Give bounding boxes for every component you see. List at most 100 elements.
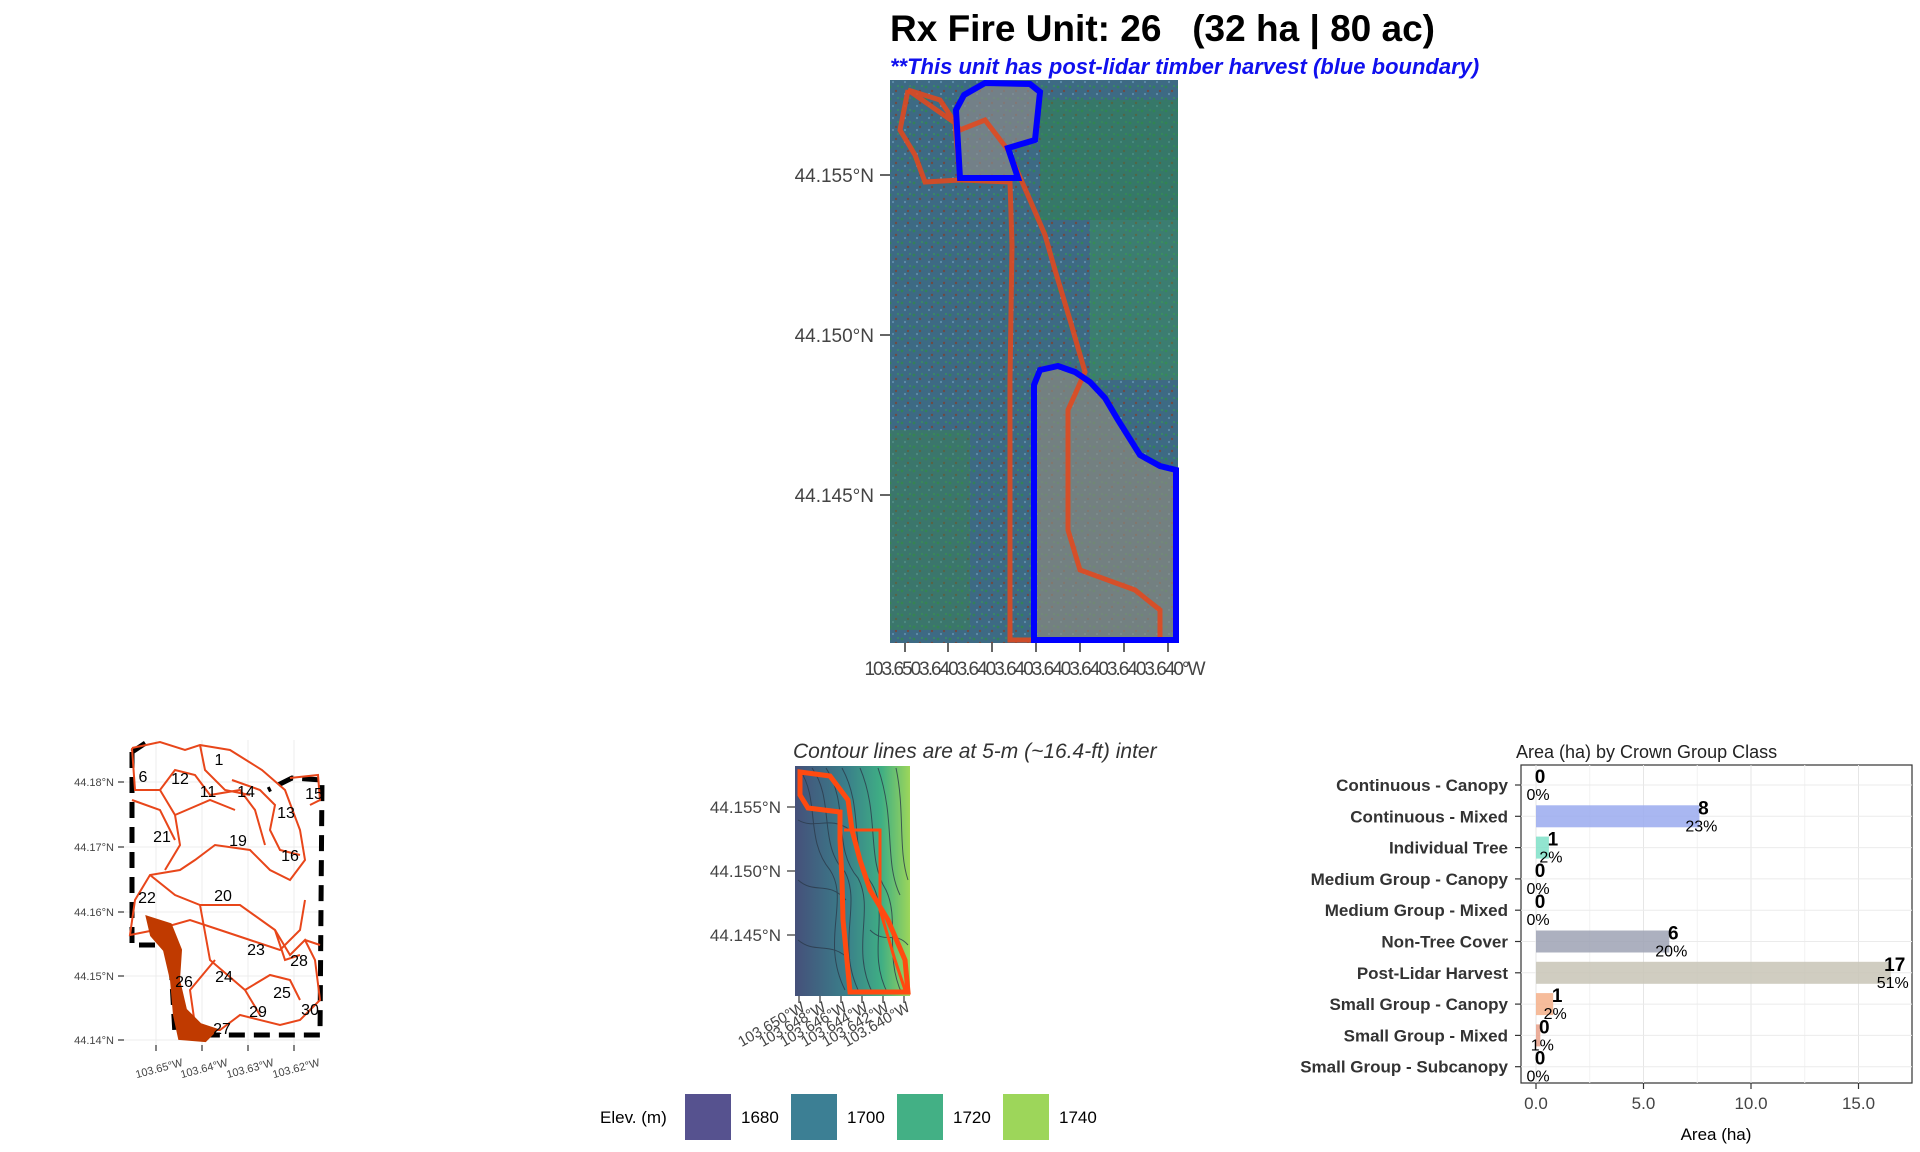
bar-percent-label: 1% [1531, 1037, 1554, 1054]
x-tick-label: 10.0 [1734, 1094, 1767, 1113]
bar [1536, 930, 1670, 953]
unit-label: 20 [214, 888, 232, 905]
bar-value-label: 1 [1552, 986, 1563, 1007]
bar-percent-label: 20% [1655, 944, 1687, 961]
unit-label: 23 [247, 942, 265, 959]
unit-label: 1 [215, 752, 224, 769]
overview-y-tick: 44.16°N [74, 907, 114, 919]
unit-label: 30 [301, 1002, 319, 1019]
page-title: Rx Fire Unit: 26 (32 ha | 80 ac) [890, 8, 1435, 49]
bar-value-label: 0 [1539, 1017, 1550, 1038]
bar [1536, 805, 1700, 828]
bar [1536, 961, 1891, 984]
bar-percent-label: 0% [1526, 1069, 1549, 1086]
main-x-tick-labels: 103.6503.6403.6403.6403.6403.6403.6403.6… [864, 659, 1205, 680]
bar-percent-label: 2% [1544, 1006, 1567, 1023]
bar-value-label: 1 [1548, 830, 1559, 851]
contour-map-title: Contour lines are at 5-m (~16.4-ft) inte… [793, 740, 1157, 763]
bar-percent-label: 0% [1526, 787, 1549, 804]
unit-label: 15 [305, 786, 323, 803]
legend-swatch-1740 [1003, 1094, 1049, 1140]
unit-label: 6 [139, 769, 148, 786]
legend-title: Elev. (m) [600, 1108, 667, 1127]
category-label: Continuous - Canopy [1336, 776, 1508, 795]
contour-y-tick: 44.145°N [710, 926, 781, 945]
unit-label: 27 [213, 1021, 231, 1038]
contour-unit-boundary-inner [844, 828, 907, 991]
bar-percent-label: 23% [1685, 818, 1717, 835]
unit-label: 21 [153, 829, 171, 846]
overview-y-tick: 44.15°N [74, 971, 114, 983]
category-label: Medium Group - Mixed [1325, 901, 1508, 920]
unit-label: 16 [281, 848, 299, 865]
unit-label: 12 [171, 771, 189, 788]
overview-y-tick: 44.14°N [74, 1035, 114, 1047]
legend-swatch-1720 [897, 1094, 943, 1140]
legend-label: 1680 [741, 1108, 779, 1127]
unit-label: 26 [175, 974, 193, 991]
category-label: Continuous - Mixed [1350, 807, 1508, 826]
category-label: Non-Tree Cover [1381, 933, 1508, 952]
contour-y-tick: 44.155°N [710, 798, 781, 817]
legend-label: 1720 [953, 1108, 991, 1127]
main-y-tick: 44.155°N [795, 166, 874, 187]
bar-percent-label: 0% [1526, 881, 1549, 898]
bar-value-label: 0 [1535, 892, 1546, 913]
bar-percent-label: 51% [1877, 975, 1909, 992]
contour-unit-boundary [797, 769, 911, 995]
unit-26-boundary [897, 87, 1163, 643]
main-y-tick: 44.145°N [795, 486, 874, 507]
harvest-note: **This unit has post-lidar timber harves… [890, 54, 1480, 79]
unit-label: 25 [273, 985, 291, 1002]
bar-percent-label: 2% [1539, 850, 1562, 867]
legend-swatch-1700 [791, 1094, 837, 1140]
overview-panel [120, 737, 325, 1045]
elevation-legend: Elev. (m) 1680 1700 1720 1740 [600, 1094, 1097, 1140]
contour-y-tick: 44.150°N [710, 862, 781, 881]
unit-label: 28 [290, 953, 308, 970]
legend-swatch-1680 [685, 1094, 731, 1140]
contour-axes [787, 806, 905, 1003]
category-label: Small Group - Canopy [1329, 995, 1508, 1014]
bar [1536, 1024, 1541, 1047]
bar-value-label: 0 [1535, 861, 1546, 882]
bar-value-label: 0 [1535, 1049, 1546, 1070]
unit-label: 29 [249, 1004, 267, 1021]
unit-label: 24 [215, 969, 233, 986]
unit-label: 14 [237, 784, 255, 801]
legend-label: 1740 [1059, 1108, 1097, 1127]
bar [1536, 993, 1554, 1016]
bar-chart-title: Area (ha) by Crown Group Class [1516, 742, 1778, 762]
bar-value-label: 6 [1668, 924, 1679, 945]
x-axis-title: Area (ha) [1681, 1125, 1752, 1144]
unit-label: 11 [200, 784, 217, 801]
bar [1536, 836, 1549, 859]
unit-label: 13 [277, 805, 295, 822]
x-tick-label: 0.0 [1524, 1094, 1548, 1113]
overview-axes [118, 781, 295, 1051]
category-label: Small Group - Mixed [1344, 1026, 1508, 1045]
category-label: Small Group - Subcanopy [1300, 1058, 1508, 1077]
harvest-boundary [952, 79, 1179, 643]
bar-value-label: 8 [1698, 798, 1709, 819]
main-map-axes [880, 174, 1169, 652]
unit-label: 22 [138, 890, 156, 907]
x-tick-label: 5.0 [1632, 1094, 1656, 1113]
main-y-tick: 44.150°N [795, 326, 874, 347]
bar-value-label: 17 [1884, 955, 1905, 976]
overview-y-tick: 44.17°N [74, 842, 114, 854]
bar-value-label: 0 [1535, 767, 1546, 788]
category-label: Medium Group - Canopy [1311, 870, 1509, 889]
category-label: Post-Lidar Harvest [1357, 964, 1508, 983]
overview-y-tick: 44.18°N [74, 777, 114, 789]
legend-label: 1700 [847, 1108, 885, 1127]
overview-unit-labels: 1 6 12 11 14 13 15 21 19 16 22 20 23 28 … [138, 752, 323, 1038]
unit-label: 19 [229, 833, 247, 850]
bar-percent-label: 0% [1526, 912, 1549, 929]
category-label: Individual Tree [1389, 839, 1508, 858]
x-tick-label: 15.0 [1842, 1094, 1875, 1113]
